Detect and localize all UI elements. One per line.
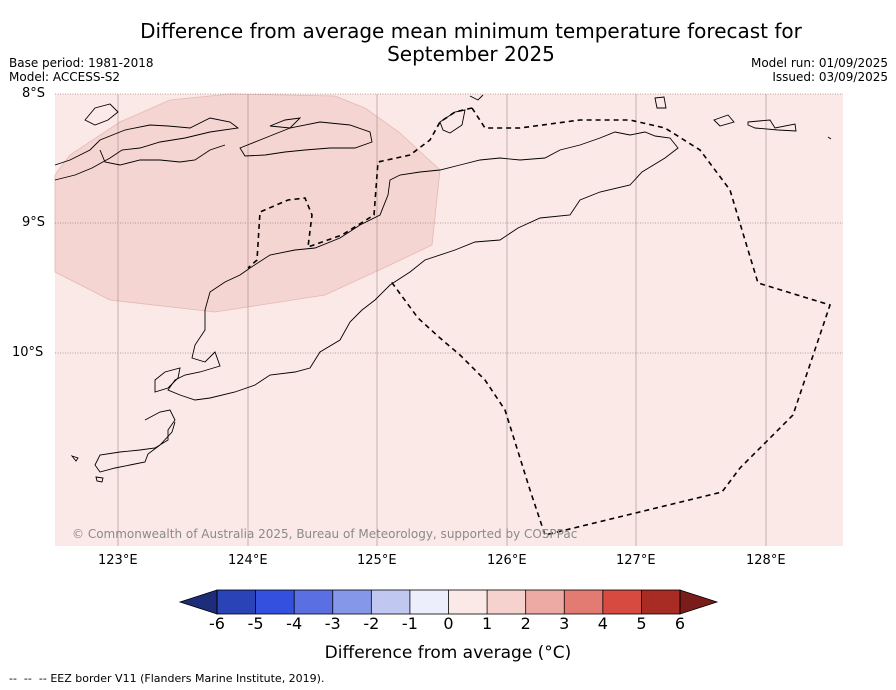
colorbar-title: Difference from average (°C) [324, 643, 572, 663]
lon-label-123e: 123°E [98, 553, 138, 568]
colorbar-tick-label: -6 [209, 614, 225, 633]
colorbar-tick-label: -1 [401, 614, 418, 633]
colorbar-segment [525, 590, 565, 614]
colorbar-segment [332, 590, 372, 614]
colorbar-segment [487, 590, 527, 614]
lon-label-126e: 126°E [487, 553, 527, 568]
map-title: Difference from average mean minimum tem… [0, 20, 896, 66]
colorbar-segment [294, 590, 334, 614]
colorbar-tick-label: 5 [636, 614, 647, 633]
lon-label-128e: 128°E [746, 553, 786, 568]
colorbar-tick-label: 2 [520, 614, 531, 633]
colorbar-tick-label: 4 [597, 614, 608, 633]
colorbar-extend-high [679, 589, 719, 615]
lon-label-125e: 125°E [357, 553, 397, 568]
warm-anomaly-region [54, 93, 441, 313]
lon-label-124e: 124°E [228, 553, 268, 568]
issued-date: Issued: 03/09/2025 [772, 70, 888, 84]
colorbar-extend-low [178, 589, 218, 615]
colorbar-segment [602, 590, 642, 614]
lat-label-8s: 8°S [22, 86, 46, 101]
coastlines [54, 94, 832, 483]
title-line-1: Difference from average mean minimum tem… [140, 19, 802, 43]
colorbar-segment [448, 590, 488, 614]
colorbar-segment [409, 590, 449, 614]
colorbar-segment [564, 590, 604, 614]
title-line-2: September 2025 [387, 42, 555, 66]
base-period: Base period: 1981-2018 [9, 56, 154, 70]
model-name: Model: ACCESS-S2 [9, 70, 121, 84]
colorbar-tick-label: -4 [286, 614, 303, 633]
model-run: Model run: 01/09/2025 [750, 56, 888, 70]
meta-right: Model run: 01/09/2025 Issued: 03/09/2025 [751, 56, 888, 84]
copyright-notice: © Commonwealth of Australia 2025, Bureau… [72, 527, 578, 541]
lat-label-9s: 9°S [22, 215, 46, 230]
eez-legend-symbol: -- -- -- [9, 672, 47, 685]
meta-left: Base period: 1981-2018 Model: ACCESS-S2 [9, 56, 154, 84]
colorbar-tick-label: -5 [247, 614, 264, 633]
colorbar-tick-label: 1 [481, 614, 493, 633]
colorbar-segment [255, 590, 295, 614]
colorbar-tick-label: 0 [443, 614, 454, 633]
lat-label-10s: 10°S [12, 345, 44, 360]
lon-label-127e: 127°E [616, 553, 656, 568]
eez-legend: -- -- -- EEZ border V11 (Flanders Marine… [9, 672, 324, 685]
colorbar-segment [371, 590, 411, 614]
colorbar-segment [641, 590, 681, 614]
colorbar-tick-label: 3 [559, 614, 570, 633]
colorbar-tick-label: 6 [674, 614, 686, 633]
eez-legend-text: EEZ border V11 (Flanders Marine Institut… [50, 672, 325, 685]
colorbar-tick-label: -2 [363, 614, 380, 633]
meridians [117, 94, 767, 546]
colorbar-segment [217, 590, 257, 614]
colorbar-tick-label: -3 [324, 614, 341, 633]
eez-border [247, 107, 832, 536]
